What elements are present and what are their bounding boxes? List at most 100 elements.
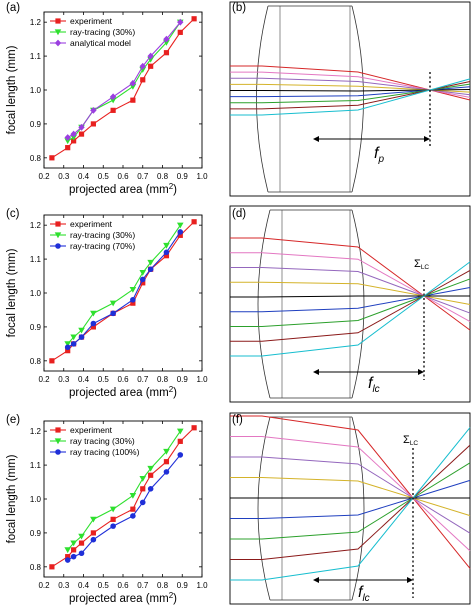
x-axis-label-close: ) [173,387,177,399]
data-point [147,486,154,492]
ray [230,286,471,313]
data-point [90,324,96,330]
data-point [64,341,71,348]
ray [230,415,471,569]
legend-marker [54,29,62,36]
ray [230,479,471,519]
data-point [147,266,154,273]
x-axis-label: projected area (mm2) [69,591,177,605]
data-point [78,550,85,557]
lens-surface-left [257,209,271,399]
y-tick-label: 1.1 [30,52,42,61]
data-point [140,280,146,286]
x-tick-label: 0.2 [38,172,50,181]
x-tick-label: 0.8 [157,581,169,590]
series-line [67,21,181,138]
x-tick-label: 1.0 [196,375,208,384]
data-point [110,523,116,529]
sigma-symbol: Σ [403,434,410,446]
sigma-label: ΣLC [414,258,429,271]
x-axis-label-sup: 2 [169,591,174,600]
x-axis-label-close: ) [173,593,177,605]
data-point [71,547,77,553]
ray [230,261,471,357]
ray [230,252,471,323]
data-point [147,259,154,266]
y-tick-label: 0.9 [30,529,42,538]
y-tick-label: 0.8 [30,357,42,366]
y-axis-label: focal length (mm) [6,248,18,337]
ray [230,427,471,581]
ray [230,65,471,101]
x-tick-label: 0.4 [78,375,90,384]
chart-a: 0.2 0.3 0.4 0.5 0.6 0.7 0.8 0.9 1.0 0.8 0.9 1.0 1.1 1… [6,11,208,196]
data-point [129,79,137,87]
data-point [129,493,137,499]
data-point [110,516,116,522]
data-point [148,63,154,69]
data-point [109,97,117,104]
legend-label: experiment [70,425,113,435]
x-tick-label: 0.5 [98,172,110,181]
x-tick-label: 0.6 [117,375,129,384]
series-line [67,430,181,551]
x-tick-label: 0.9 [177,172,189,181]
y-tick-label: 1.1 [30,461,42,470]
panel-frame [229,1,471,197]
data-point [177,29,183,35]
lens-surface-left [257,416,271,601]
arrow-head-left [313,369,319,375]
data-point [177,18,184,26]
x-tick-label: 1.0 [196,172,208,181]
data-point [70,134,77,141]
lens-surface-right [351,209,365,399]
ray [230,269,471,342]
ray [230,83,471,93]
panel-label-f: (f) [232,414,243,426]
lens-surface-right [351,5,364,193]
data-point [90,516,97,523]
data-point [176,222,184,229]
data-point [163,50,170,56]
data-point [70,341,77,347]
data-point [191,425,197,431]
data-point [109,93,117,101]
data-point [139,476,147,482]
data-point [163,253,170,259]
data-point [78,533,85,540]
ray [230,71,471,98]
data-point [70,334,77,341]
data-point [70,540,77,547]
legend-label: ray-tracing (30%) [70,230,135,240]
legend-marker [55,18,61,24]
x-tick-label: 0.3 [58,581,70,590]
ray [230,477,471,517]
lens-surface-right [351,416,365,601]
y-tick-label: 1.2 [30,18,42,27]
data-point [64,557,71,563]
x-tick-label: 0.9 [177,375,189,384]
panel-label-c: (c) [6,208,20,220]
x-tick-label: 0.7 [137,581,149,590]
data-point [49,564,55,570]
data-point [130,513,136,519]
x-tick-label: 0.3 [58,375,70,384]
data-point [70,130,77,138]
x-tick-label: 0.2 [38,581,50,590]
data-point [147,52,154,60]
ray-diagram-f: flc ΣLC [229,412,471,605]
data-point [139,276,146,283]
legend-marker [55,243,61,249]
ray [230,83,471,104]
y-axis-label: focal length (mm) [6,454,18,543]
focal-length-subscript: lc [362,593,369,604]
series-line [67,231,181,348]
x-tick-label: 0.6 [117,172,129,181]
ray [230,278,471,327]
arrow-head-left [313,577,319,583]
data-point [177,232,183,238]
data-point [90,530,96,536]
focal-length-symbol: f [374,145,380,162]
data-point [163,469,170,475]
y-tick-label: 1.2 [30,221,42,230]
